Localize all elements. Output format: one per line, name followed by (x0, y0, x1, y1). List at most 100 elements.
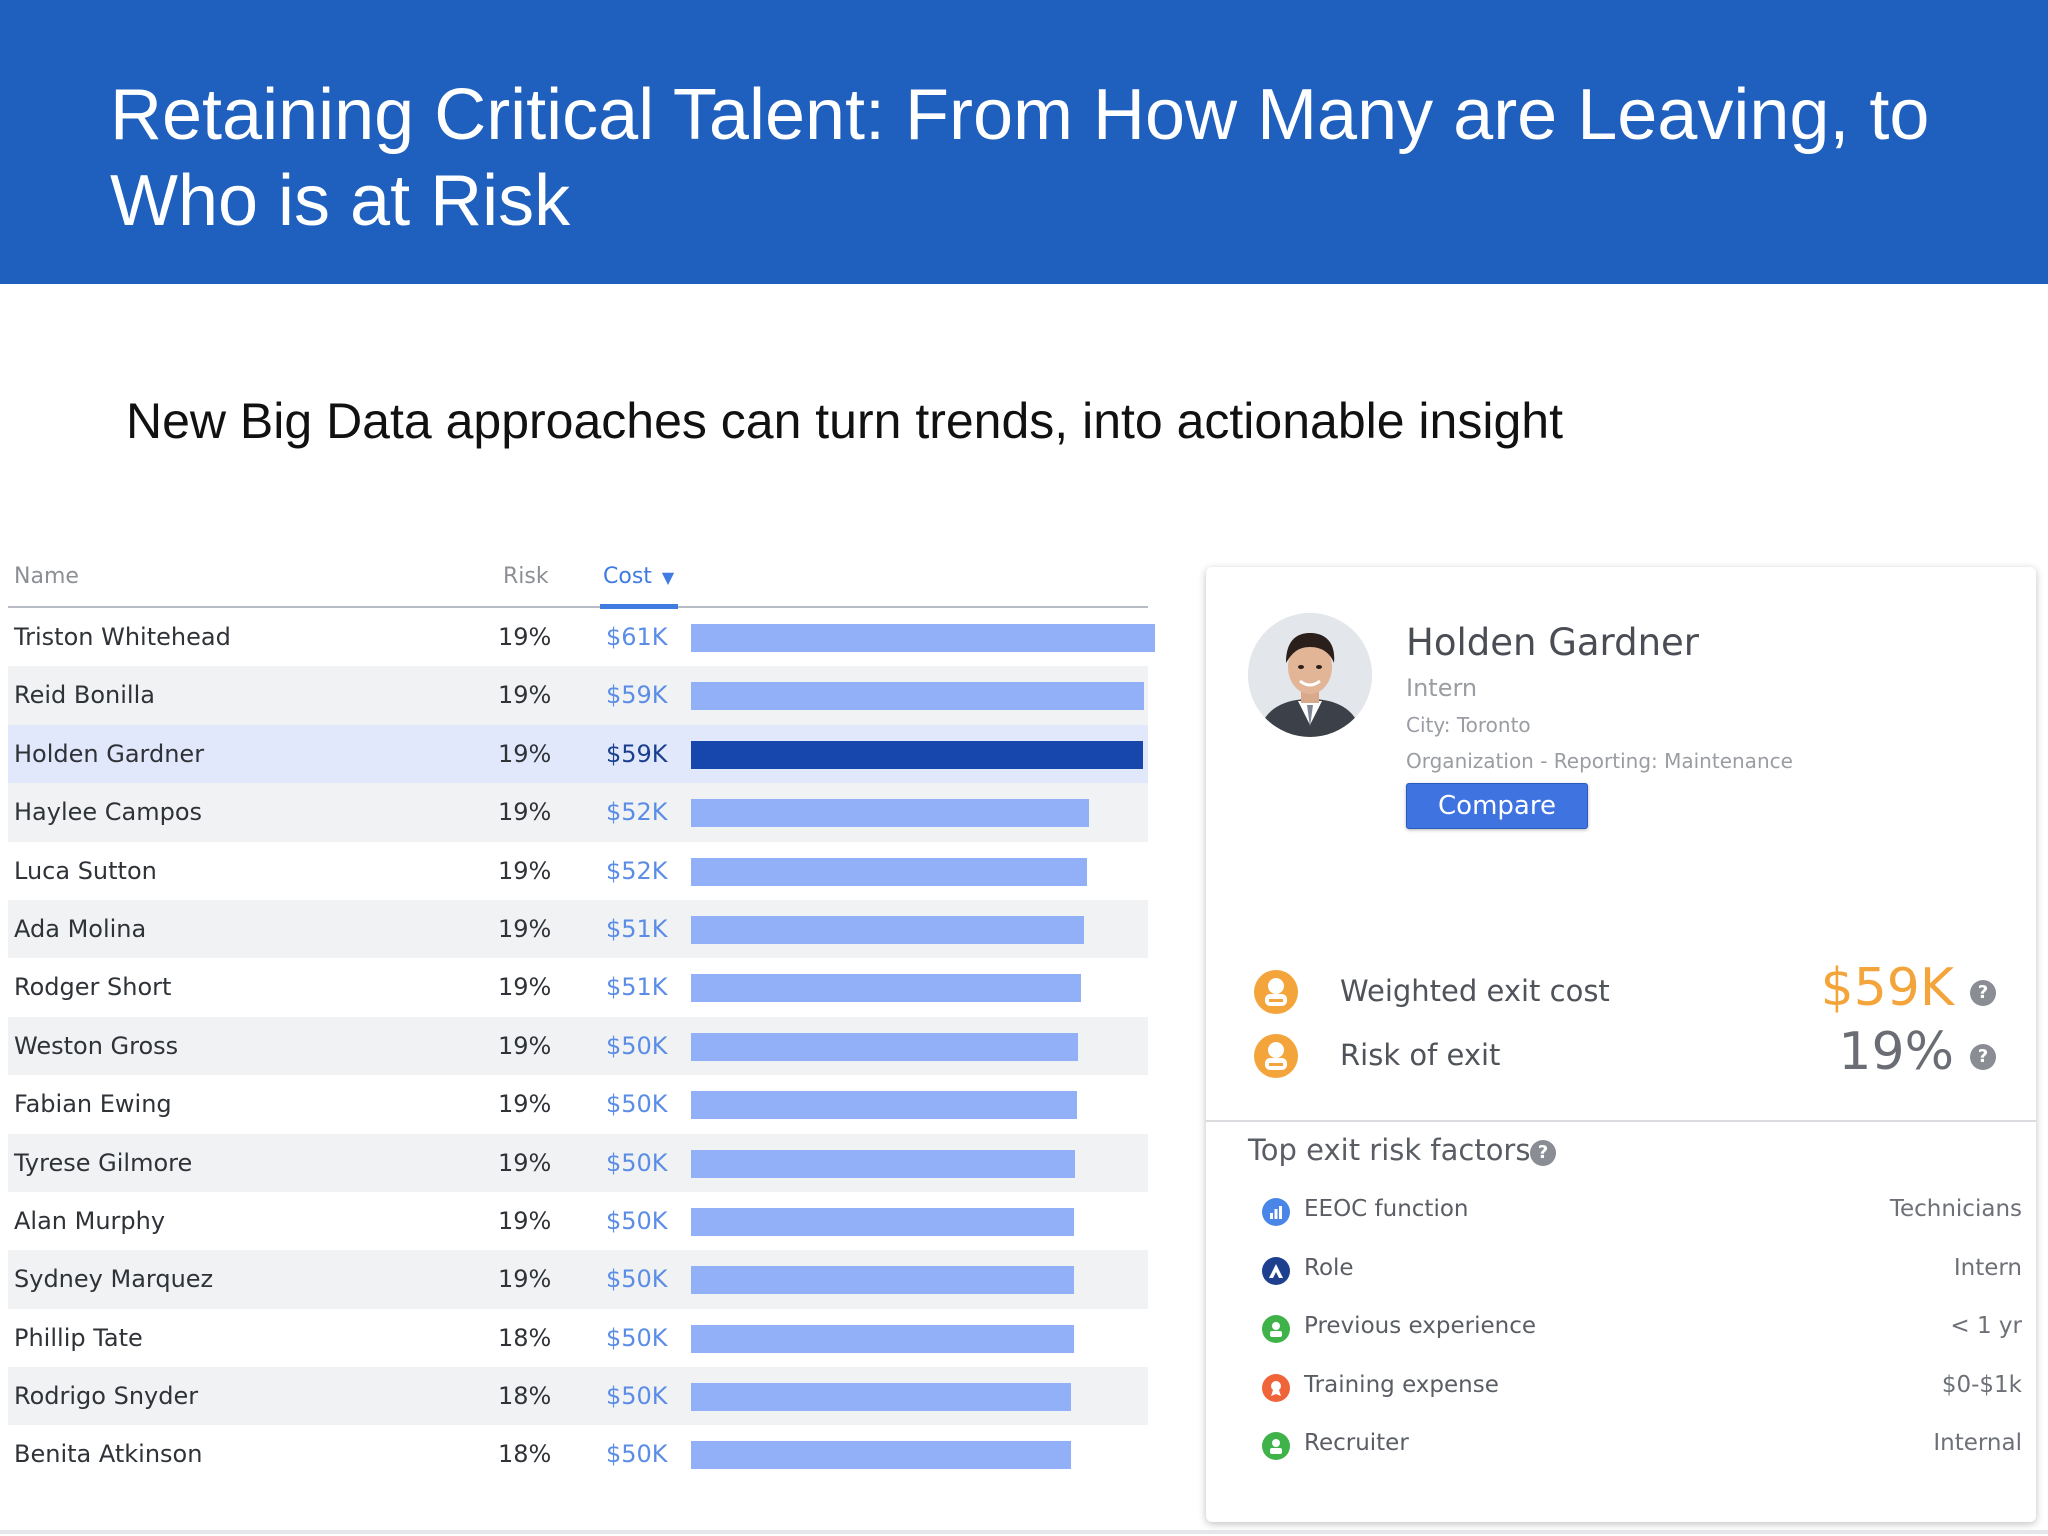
risk-cell: 19% (498, 1090, 552, 1119)
weighted-exit-cost-value: $59K (1820, 958, 1954, 1018)
table-row[interactable]: Weston Gross 19% $50K (8, 1016, 1148, 1076)
risk-of-exit-metric: Risk of exit 19% ? (1206, 1022, 2036, 1086)
help-icon[interactable]: ? (1970, 980, 1996, 1006)
top-exit-risk-factors-title: Top exit risk factors (1248, 1133, 1531, 1167)
exit-person-icon (1254, 970, 1298, 1014)
risk-table: Name Risk Cost ▼ Triston Whitehead 19% $61K… (8, 554, 1155, 1484)
training-icon (1262, 1373, 1290, 1402)
column-header-cost-label: Cost (603, 564, 652, 589)
avatar (1248, 613, 1372, 737)
employee-name-cell: Tyrese Gilmore (14, 1148, 193, 1177)
employee-name-cell: Holden Gardner (14, 739, 205, 768)
experience-icon (1262, 1315, 1290, 1343)
cost-bar (691, 857, 1087, 886)
cost-cell: $50K (606, 1382, 668, 1411)
employee-city: City: Toronto (1406, 713, 1531, 737)
table-row[interactable]: Holden Gardner 19% $59K (8, 724, 1148, 784)
risk-cell: 19% (498, 623, 552, 651)
risk-cell: 19% (498, 914, 552, 943)
employee-name-cell: Phillip Tate (14, 1323, 143, 1352)
cost-bar (691, 740, 1143, 769)
risk-cell: 19% (498, 1031, 552, 1060)
cost-cell: $50K (606, 1090, 668, 1119)
employee-name-cell: Triston Whitehead (14, 623, 231, 651)
table-row[interactable]: Haylee Campos 19% $52K (8, 783, 1148, 842)
cost-bar (691, 1266, 1074, 1295)
risk-cell: 19% (498, 681, 552, 710)
risk-factor-value: Intern (1953, 1254, 2022, 1281)
risk-factor-label: Recruiter (1304, 1430, 1409, 1456)
table-row[interactable]: Phillip Tate 18% $50K (8, 1309, 1148, 1367)
column-header-risk[interactable]: Risk (503, 564, 549, 589)
cost-cell: $50K (606, 1031, 668, 1060)
table-row[interactable]: Reid Bonilla 19% $59K (8, 666, 1148, 725)
risk-cell: 19% (498, 739, 552, 768)
employee-name-cell: Rodrigo Snyder (14, 1382, 199, 1411)
cost-cell: $59K (606, 739, 668, 768)
employee-name-cell: Alan Murphy (14, 1206, 166, 1235)
employee-name-cell: Ada Molina (14, 914, 147, 943)
risk-cell: 19% (498, 1265, 552, 1294)
help-icon[interactable]: ? (1970, 1044, 1996, 1070)
table-row[interactable]: Triston Whitehead 19% $61K (8, 608, 1155, 666)
column-header-cost[interactable]: Cost ▼ (603, 564, 674, 589)
risk-cell: 19% (498, 1148, 552, 1177)
help-icon[interactable]: ? (1530, 1140, 1556, 1166)
cost-cell: $50K (606, 1265, 668, 1294)
employee-organization: Organization - Reporting: Maintenance (1406, 749, 1793, 773)
column-header-name[interactable]: Name (14, 564, 79, 589)
risk-cell: 19% (498, 856, 552, 885)
table-row[interactable]: Benita Atkinson 18% $50K (8, 1425, 1148, 1483)
table-body: Triston Whitehead 19% $61K Reid Bonilla 19% $… (8, 608, 1155, 1484)
slide-subtitle: New Big Data approaches can turn trends,… (126, 393, 1563, 449)
table-header: Name Risk Cost ▼ (8, 554, 1148, 609)
employee-detail-card: Holden Gardner Intern City: Toronto Orga… (1206, 567, 2036, 1522)
title-banner: Retaining Critical Talent: From How Many… (0, 0, 2048, 284)
table-row[interactable]: Ada Molina 19% $51K (8, 899, 1148, 959)
table-row[interactable]: Luca Sutton 19% $52K (8, 842, 1148, 900)
risk-factor-row: Training expense $0-$1k (1206, 1368, 2036, 1408)
employee-name: Holden Gardner (1406, 621, 1700, 664)
risk-cell: 19% (498, 973, 552, 1002)
risk-of-exit-value: 19% (1838, 1022, 1954, 1082)
table-row[interactable]: Sydney Marquez 19% $50K (8, 1250, 1148, 1309)
cost-bar (691, 1149, 1075, 1178)
employee-role: Intern (1406, 674, 1478, 702)
employee-name-cell: Fabian Ewing (14, 1090, 172, 1119)
employee-name-cell: Weston Gross (14, 1031, 179, 1060)
compare-button[interactable]: Compare (1406, 783, 1588, 829)
employee-name-cell: Reid Bonilla (14, 681, 155, 710)
cost-bar (691, 1207, 1074, 1236)
risk-factor-value: Technicians (1889, 1196, 2022, 1222)
table-row[interactable]: Rodrigo Snyder 18% $50K (8, 1367, 1148, 1426)
table-row[interactable]: Fabian Ewing 19% $50K (8, 1075, 1148, 1133)
slide-title: Retaining Critical Talent: From How Many… (110, 75, 1930, 241)
chart-icon (1262, 1198, 1290, 1226)
cost-cell: $51K (606, 973, 668, 1002)
cost-cell: $52K (606, 856, 668, 885)
table-row[interactable]: Tyrese Gilmore 19% $50K (8, 1133, 1148, 1192)
table-row[interactable]: Alan Murphy 19% $50K (8, 1192, 1148, 1250)
active-sort-underline (600, 604, 678, 609)
risk-factor-value: < 1 yr (1950, 1313, 2022, 1339)
employee-name-cell: Rodger Short (14, 973, 172, 1002)
exit-person-icon (1254, 1034, 1298, 1078)
weighted-exit-cost-label: Weighted exit cost (1340, 974, 1610, 1008)
cost-cell: $59K (606, 681, 668, 710)
cost-cell: $61K (606, 623, 668, 651)
risk-cell: 19% (498, 798, 552, 827)
risk-cell: 18% (498, 1440, 552, 1469)
risk-factor-value: Internal (1933, 1430, 2022, 1456)
cost-cell: $50K (606, 1440, 668, 1469)
employee-name-cell: Luca Sutton (14, 856, 157, 885)
table-row[interactable]: Rodger Short 19% $51K (8, 958, 1148, 1016)
risk-factor-row: Previous experience < 1 yr (1206, 1309, 2036, 1349)
cost-cell: $50K (606, 1148, 668, 1177)
cost-bar (691, 682, 1144, 711)
risk-factor-label: Previous experience (1304, 1313, 1536, 1339)
risk-factor-value: $0-$1k (1941, 1371, 2022, 1398)
cost-bar (691, 799, 1089, 828)
cost-cell: $52K (606, 798, 668, 827)
risk-cell: 19% (498, 1206, 552, 1235)
sort-descending-icon: ▼ (661, 568, 675, 587)
